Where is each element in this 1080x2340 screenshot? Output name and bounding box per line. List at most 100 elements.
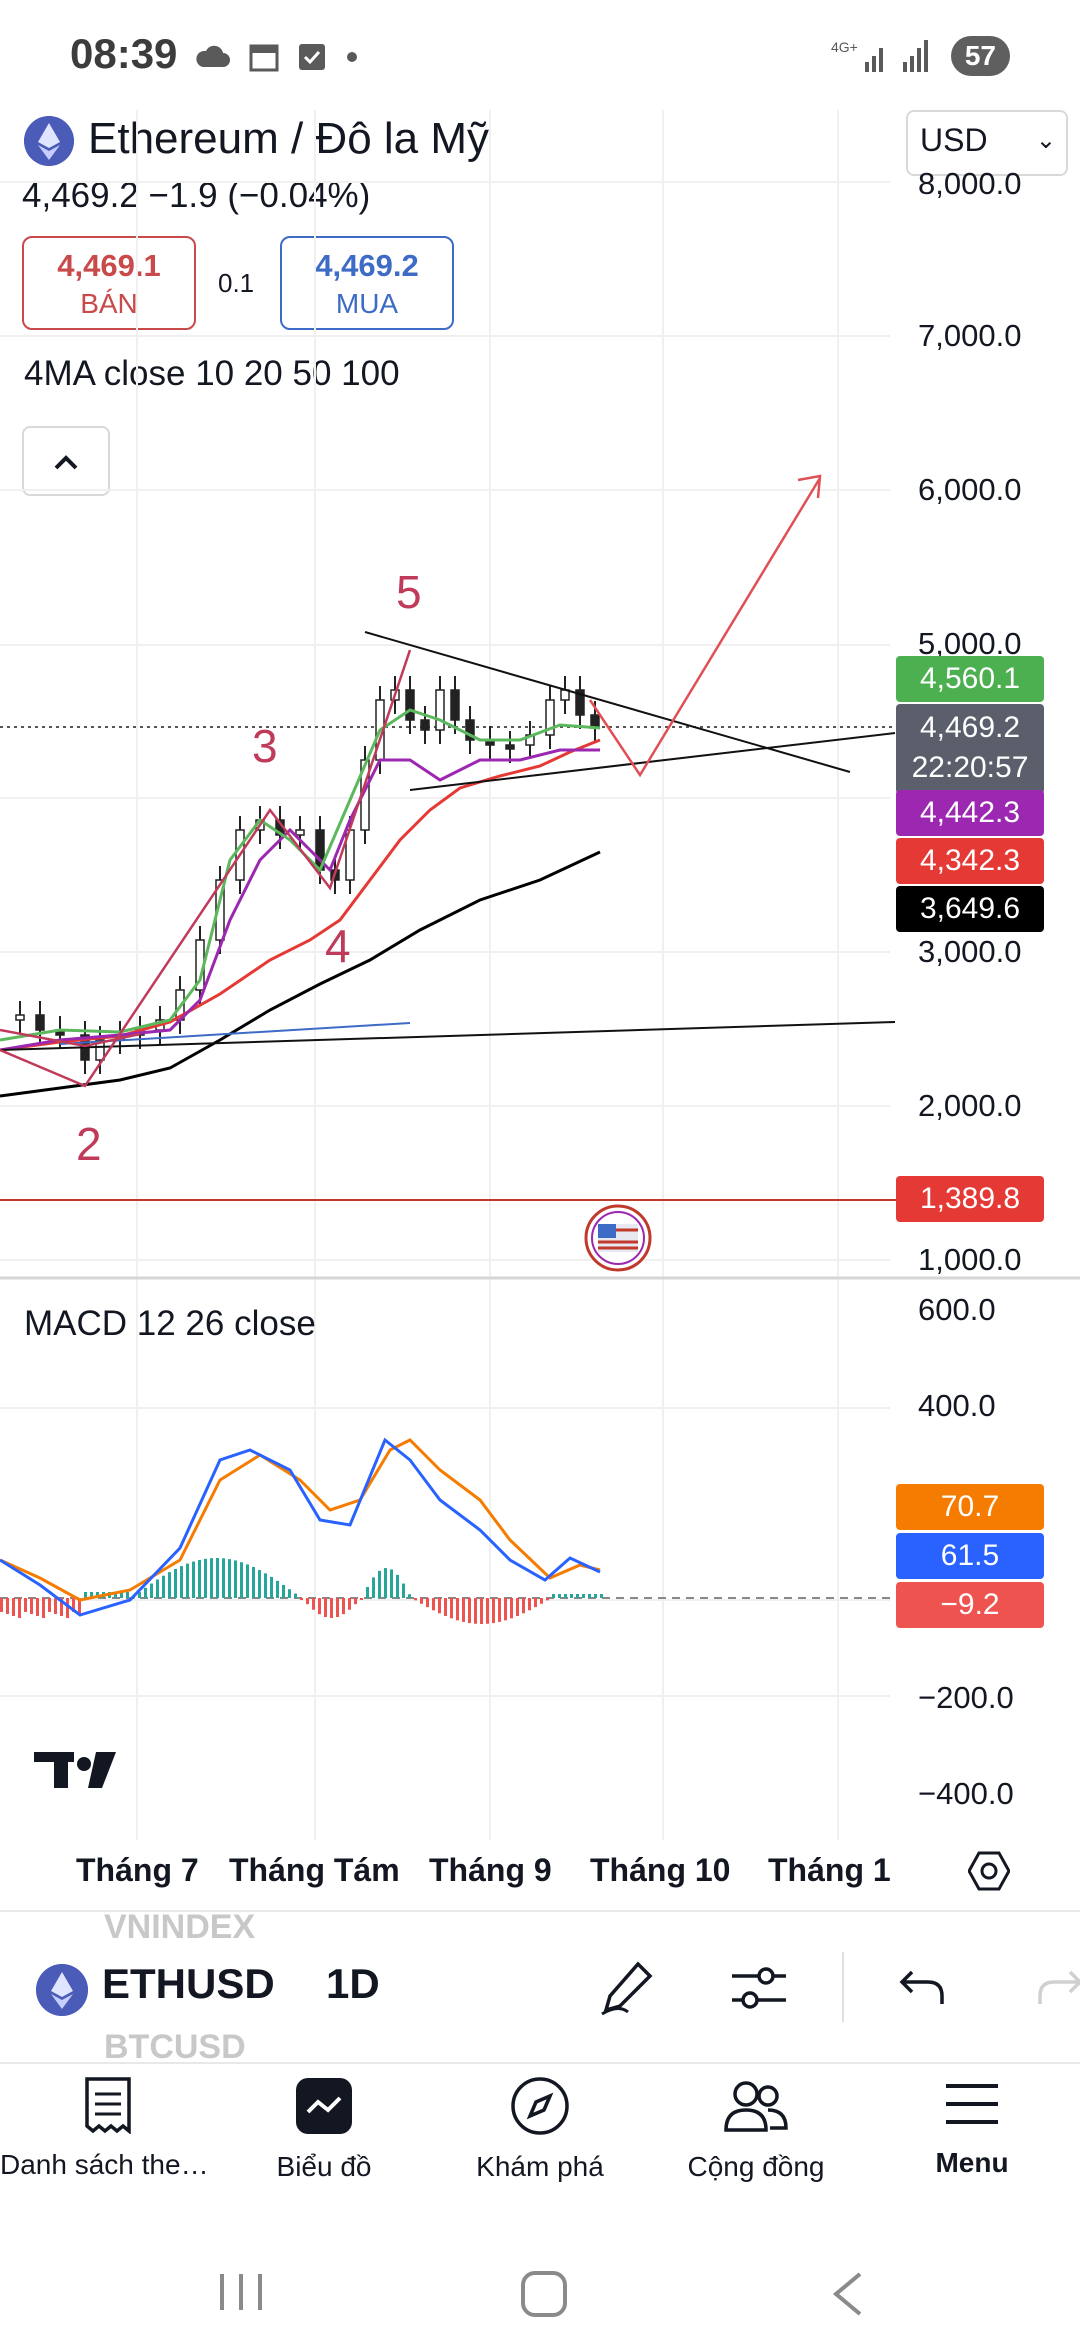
macd-signal-tag: 70.7 bbox=[896, 1484, 1044, 1530]
macd-histogram-bar bbox=[84, 1592, 87, 1598]
macd-histogram-bar bbox=[252, 1566, 255, 1598]
notification-icons bbox=[195, 42, 359, 72]
macd-histogram-bar bbox=[120, 1592, 123, 1598]
wave-label-5: 5 bbox=[396, 566, 422, 618]
macd-histogram-bar bbox=[372, 1577, 375, 1598]
macd-histogram bbox=[0, 1558, 603, 1624]
us-flag-icon[interactable] bbox=[584, 1204, 652, 1272]
interval-selector[interactable]: 1D bbox=[326, 1960, 380, 2007]
nav-community[interactable]: Cộng đồng bbox=[648, 2076, 864, 2183]
projection-arrow[interactable] bbox=[588, 477, 822, 778]
macd-histogram-bar bbox=[384, 1568, 387, 1598]
macd-histogram-bar bbox=[192, 1561, 195, 1598]
tradingview-logo-icon[interactable] bbox=[34, 1752, 116, 1788]
buy-value: 4,469.2 bbox=[315, 248, 419, 283]
macd-histogram-bar bbox=[366, 1586, 369, 1598]
wave-label-2: 2 bbox=[76, 1118, 102, 1170]
sell-button[interactable]: 4,469.1 BÁN bbox=[22, 236, 196, 330]
status-bar: 08:39 4G+ 57 bbox=[0, 0, 1080, 110]
macd-indicator-label[interactable]: MACD 12 26 close bbox=[24, 1304, 316, 1343]
macd-histogram-bar bbox=[270, 1576, 273, 1598]
macd-histogram-bar bbox=[540, 1598, 543, 1604]
ma20-price-tag: 4,442.3 bbox=[896, 790, 1044, 836]
macd-histogram-bar bbox=[360, 1598, 363, 1600]
macd-histogram-bar bbox=[348, 1598, 351, 1610]
currency-select[interactable]: USD ⌄ bbox=[906, 110, 1068, 176]
price-axis: 8,000.0 7,000.0 6,000.0 5,000.0 3,000.0 … bbox=[918, 166, 1021, 1277]
elliott-wave-triangle[interactable] bbox=[0, 1028, 141, 1048]
symbol-title[interactable]: Ethereum / Đô la Mỹ bbox=[88, 114, 490, 163]
macd-histogram-bar bbox=[90, 1592, 93, 1598]
macd-histogram-bar bbox=[30, 1598, 33, 1614]
macd-histogram-bar bbox=[258, 1569, 261, 1598]
macd-histogram-bar bbox=[60, 1598, 63, 1616]
symbol-selector[interactable]: ETHUSD bbox=[102, 1960, 275, 2007]
trend-line[interactable] bbox=[59, 1022, 411, 1045]
nav-explore[interactable]: Khám phá bbox=[432, 2076, 648, 2183]
svg-text:4G+: 4G+ bbox=[831, 39, 858, 55]
price-axis-label: 7,000.0 bbox=[918, 318, 1021, 353]
macd-histogram-bar bbox=[474, 1598, 477, 1624]
indicators-icon[interactable] bbox=[730, 1960, 788, 2016]
macd-histogram-bar bbox=[498, 1598, 501, 1622]
macd-histogram-bar bbox=[48, 1598, 51, 1612]
macd-histogram-bar bbox=[168, 1572, 171, 1598]
macd-histogram-bar bbox=[342, 1598, 345, 1615]
macd-histogram-bar bbox=[12, 1598, 15, 1616]
price-chart[interactable]: 8,000.0 7,000.0 6,000.0 5,000.0 3,000.0 … bbox=[0, 110, 1080, 1910]
ma50-line bbox=[0, 738, 601, 1052]
elliott-wave-path[interactable] bbox=[0, 649, 412, 1088]
bottom-nav: Danh sách theo… Biểu đồ Khám phá Cộng đồ… bbox=[0, 2062, 1080, 2212]
macd-histogram-bar bbox=[24, 1598, 27, 1612]
pen-icon[interactable] bbox=[598, 1958, 656, 2016]
macd-histogram-bar bbox=[138, 1592, 141, 1598]
macd-axis: 600.0 400.0 −200.0 −400.0 bbox=[918, 1292, 1014, 1811]
back-icon[interactable] bbox=[830, 2270, 864, 2318]
candle-body bbox=[15, 1014, 25, 1021]
macd-axis-label: 400.0 bbox=[918, 1388, 996, 1423]
macd-histogram-bar bbox=[390, 1569, 393, 1598]
home-icon[interactable] bbox=[520, 2270, 568, 2318]
menu-icon bbox=[946, 2084, 998, 2124]
macd-histogram-bar bbox=[210, 1558, 213, 1598]
candle-body bbox=[450, 689, 460, 721]
macd-hist-tag: −9.2 bbox=[896, 1582, 1044, 1628]
ma-indicator-label[interactable]: 4MA close 10 20 50 100 bbox=[24, 354, 400, 393]
macd-histogram-bar bbox=[582, 1594, 585, 1598]
redo-icon[interactable] bbox=[1036, 1966, 1080, 2010]
macd-histogram-bar bbox=[198, 1559, 201, 1598]
recent-apps-icon[interactable] bbox=[218, 2272, 264, 2312]
candle-countdown: 22:20:57 bbox=[911, 751, 1029, 784]
macd-histogram-bar bbox=[396, 1574, 399, 1598]
ghost-symbol-above: VNINDEX bbox=[104, 1908, 256, 1946]
macd-axis-label: −400.0 bbox=[918, 1776, 1014, 1811]
candle-body bbox=[405, 689, 415, 721]
ma20-line bbox=[0, 748, 600, 1052]
chart-settings-icon[interactable] bbox=[968, 1850, 1010, 1892]
macd-histogram-bar bbox=[156, 1579, 159, 1598]
status-right: 4G+ 57 bbox=[831, 36, 1010, 76]
nav-menu[interactable]: Menu bbox=[864, 2076, 1080, 2179]
macd-histogram-bar bbox=[468, 1598, 471, 1624]
macd-histogram-bar bbox=[600, 1594, 603, 1598]
macd-histogram-bar bbox=[66, 1598, 69, 1618]
time-axis-label: Tháng 10 bbox=[590, 1852, 731, 1888]
ethereum-logo-icon bbox=[36, 1964, 88, 2016]
community-icon bbox=[724, 2081, 788, 2132]
calendar-icon bbox=[249, 44, 279, 72]
triangle-lower-line[interactable] bbox=[409, 732, 896, 791]
macd-histogram-bar bbox=[186, 1563, 189, 1598]
macd-axis-label: −200.0 bbox=[918, 1680, 1014, 1715]
collapse-button[interactable] bbox=[22, 426, 110, 496]
buy-button[interactable]: 4,469.2 MUA bbox=[280, 236, 454, 330]
nav-watchlist[interactable]: Danh sách theo… bbox=[0, 2076, 216, 2181]
nav-chart[interactable]: Biểu đồ bbox=[216, 2076, 432, 2183]
undo-icon[interactable] bbox=[898, 1966, 946, 2010]
macd-histogram-bar bbox=[228, 1559, 231, 1598]
current-price-tag: 4,469.2 22:20:57 bbox=[896, 704, 1044, 794]
time-axis: Tháng 7 Tháng Tám Tháng 9 Tháng 10 Tháng… bbox=[0, 1848, 1080, 1908]
candle-body bbox=[465, 719, 475, 741]
trend-line[interactable] bbox=[0, 1021, 896, 1051]
status-time: 08:39 bbox=[70, 30, 178, 77]
ghost-symbol-below: BTCUSD bbox=[104, 2028, 246, 2066]
